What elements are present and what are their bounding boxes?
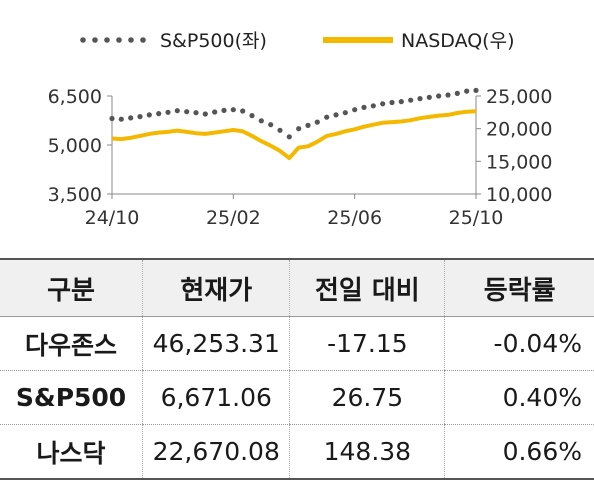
sp500-point: [342, 110, 348, 116]
sp500-point: [137, 114, 143, 120]
row-rate: 0.66%: [444, 424, 594, 480]
row-change: 148.38: [289, 424, 445, 480]
legend-sp500-marker: [104, 37, 110, 43]
sp500-point: [286, 134, 292, 140]
row-name: 다우존스: [0, 316, 143, 371]
sp500-point: [240, 108, 246, 114]
x-tick-label: 25/10: [449, 207, 504, 229]
row-price: 6,671.06: [142, 370, 290, 425]
sp500-point: [324, 114, 330, 120]
sp500-point: [258, 118, 264, 124]
row-name: 나스닥: [0, 424, 143, 480]
row-price: 22,670.08: [142, 424, 290, 480]
sp500-point: [128, 115, 134, 121]
header-category: 구분: [0, 258, 143, 317]
legend-sp500-marker: [92, 37, 98, 43]
sp500-point: [277, 127, 283, 133]
row-price: 46,253.31: [142, 316, 290, 371]
row-change: 26.75: [289, 370, 445, 425]
header-price: 현재가: [142, 258, 290, 317]
chart-series: [109, 87, 479, 161]
sp500-point: [464, 88, 470, 94]
legend-sp500-marker: [128, 37, 134, 43]
x-tick-label: 24/10: [85, 207, 140, 229]
row-change: -17.15: [289, 316, 445, 371]
sp500-point: [165, 109, 171, 115]
sp500-point: [184, 109, 190, 115]
legend-sp500-marker: [80, 37, 86, 43]
header-rate: 등락률: [444, 258, 594, 317]
legend-sp500-label: S&P500(좌): [160, 30, 267, 52]
sp500-point: [333, 112, 339, 118]
sp500-point: [408, 97, 414, 103]
row-rate: 0.40%: [444, 370, 594, 425]
sp500-point: [305, 122, 311, 128]
sp500-point: [445, 92, 451, 98]
chart-tick-labels: 3,500 5,000 6,500 10,000 15,000 20,000 25,000 2…: [48, 86, 553, 229]
row-name: S&P500: [0, 370, 143, 425]
sp500-point: [109, 115, 115, 122]
row-rate: -0.04%: [444, 316, 594, 371]
sp500-point: [146, 112, 152, 118]
sp500-point: [202, 111, 208, 117]
sp500-point: [156, 111, 162, 117]
table-header-row: 구분 현재가 전일 대비 등락률: [0, 258, 594, 317]
legend-nasdaq-label: NASDAQ(우): [401, 30, 515, 52]
sp500-point: [249, 113, 255, 119]
sp500-point: [230, 107, 236, 113]
y-right-tick-label: 20,000: [486, 119, 552, 141]
x-tick-label: 25/02: [206, 207, 261, 229]
sp500-point: [426, 94, 432, 100]
sp500-point: [352, 107, 358, 113]
nasdaq-line: [111, 109, 477, 161]
sp500-point: [454, 90, 460, 96]
y-right-tick-label: 25,000: [486, 86, 552, 108]
sp500-point: [389, 99, 395, 106]
sp500-point: [398, 99, 404, 105]
sp500-point: [417, 96, 423, 102]
table-row: 나스닥 22,670.08 148.38 0.66%: [0, 424, 594, 480]
market-index-table: 구분 현재가 전일 대비 등락률 다우존스 46,253.31 -17.15 -…: [0, 258, 594, 480]
table-row: S&P500 6,671.06 26.75 0.40%: [0, 370, 594, 425]
index-line-chart: S&P500(좌) NASDAQ(우) 3,500 5,000 6,500 10,000…: [48, 30, 553, 229]
sp500-point: [174, 108, 180, 114]
legend-sp500-marker: [116, 37, 122, 43]
sp500-point: [296, 126, 302, 132]
sp500-point: [361, 104, 367, 110]
sp500-point: [314, 119, 320, 125]
sp500-point: [212, 109, 218, 115]
sp500-point: [193, 110, 199, 116]
sp500-point: [118, 116, 124, 122]
y-left-tick-label: 5,000: [48, 135, 102, 157]
header-change: 전일 대비: [289, 258, 445, 317]
y-right-tick-label: 15,000: [486, 151, 552, 173]
y-left-tick-label: 3,500: [48, 184, 102, 206]
legend-sp500-marker: [140, 37, 146, 43]
table-row: 다우존스 46,253.31 -17.15 -0.04%: [0, 316, 594, 371]
chart-legend: S&P500(좌) NASDAQ(우): [80, 30, 515, 52]
x-tick-label: 25/06: [327, 207, 382, 229]
sp500-point: [268, 122, 274, 128]
y-left-tick-label: 6,500: [48, 86, 102, 108]
sp500-point: [380, 101, 386, 107]
sp500-point: [473, 87, 479, 93]
sp500-point: [221, 107, 227, 113]
sp500-point: [370, 103, 376, 109]
chart-axes: [107, 95, 481, 199]
sp500-point: [436, 93, 442, 99]
y-right-tick-label: 10,000: [486, 184, 552, 206]
